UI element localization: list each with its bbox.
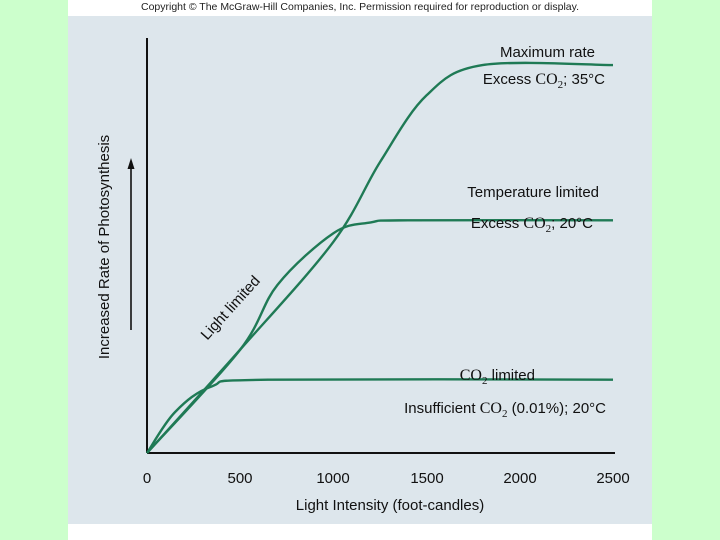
curve-co2-limited [146, 378, 614, 454]
x-tick-label: 2000 [503, 470, 536, 487]
slide: Copyright © The McGraw-Hill Companies, I… [68, 0, 652, 540]
series-condition-maximum-rate: Excess CO2; 35°C [483, 71, 605, 91]
x-tick-label: 500 [227, 470, 252, 487]
series-label-maximum-rate: Maximum rate [500, 44, 595, 61]
x-tick-label: 1500 [410, 470, 443, 487]
x-tick-label: 2500 [596, 470, 629, 487]
y-axis-arrow [127, 158, 135, 330]
series-condition-temperature-limited: Excess CO2; 20°C [471, 215, 593, 235]
x-axis-label: Light Intensity (foot-candles) [296, 497, 484, 514]
series-label-temperature-limited: Temperature limited [467, 184, 599, 201]
x-tick-label: 0 [143, 470, 151, 487]
chart: Increased Rate of Photosynthesis Light I… [68, 16, 652, 524]
y-axis-label: Increased Rate of Photosynthesis [96, 135, 113, 359]
x-tick-labels: 0 500 1000 1500 2000 2500 [143, 470, 630, 487]
copyright-notice: Copyright © The McGraw-Hill Companies, I… [140, 1, 580, 13]
series-condition-co2-limited: Insufficient CO2 (0.01%); 20°C [404, 400, 606, 420]
curve-temperature-limited [146, 218, 614, 454]
series-label-co2-limited: CO2 limited [460, 367, 535, 387]
chart-panel [68, 16, 652, 524]
x-tick-label: 1000 [316, 470, 349, 487]
